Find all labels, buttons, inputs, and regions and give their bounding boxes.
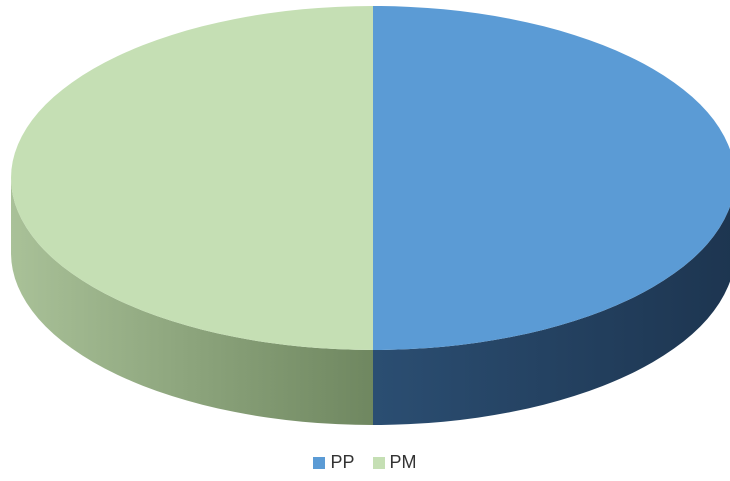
pie-sides: [11, 178, 730, 425]
pie-side-pp: [373, 206, 730, 425]
pie-side-pm: [11, 178, 373, 425]
pie-slice-pm: [11, 6, 373, 350]
legend: PP PM: [0, 452, 730, 473]
pie-tops: [11, 6, 730, 350]
legend-swatch-pp: [313, 456, 326, 469]
legend-item-pp: PP: [313, 452, 355, 473]
legend-label-pp: PP: [330, 452, 355, 472]
legend-swatch-pm: [372, 456, 385, 469]
pie-slice-pp: [373, 6, 730, 350]
legend-label-pm: PM: [389, 452, 417, 472]
legend-item-pm: PM: [372, 452, 417, 473]
